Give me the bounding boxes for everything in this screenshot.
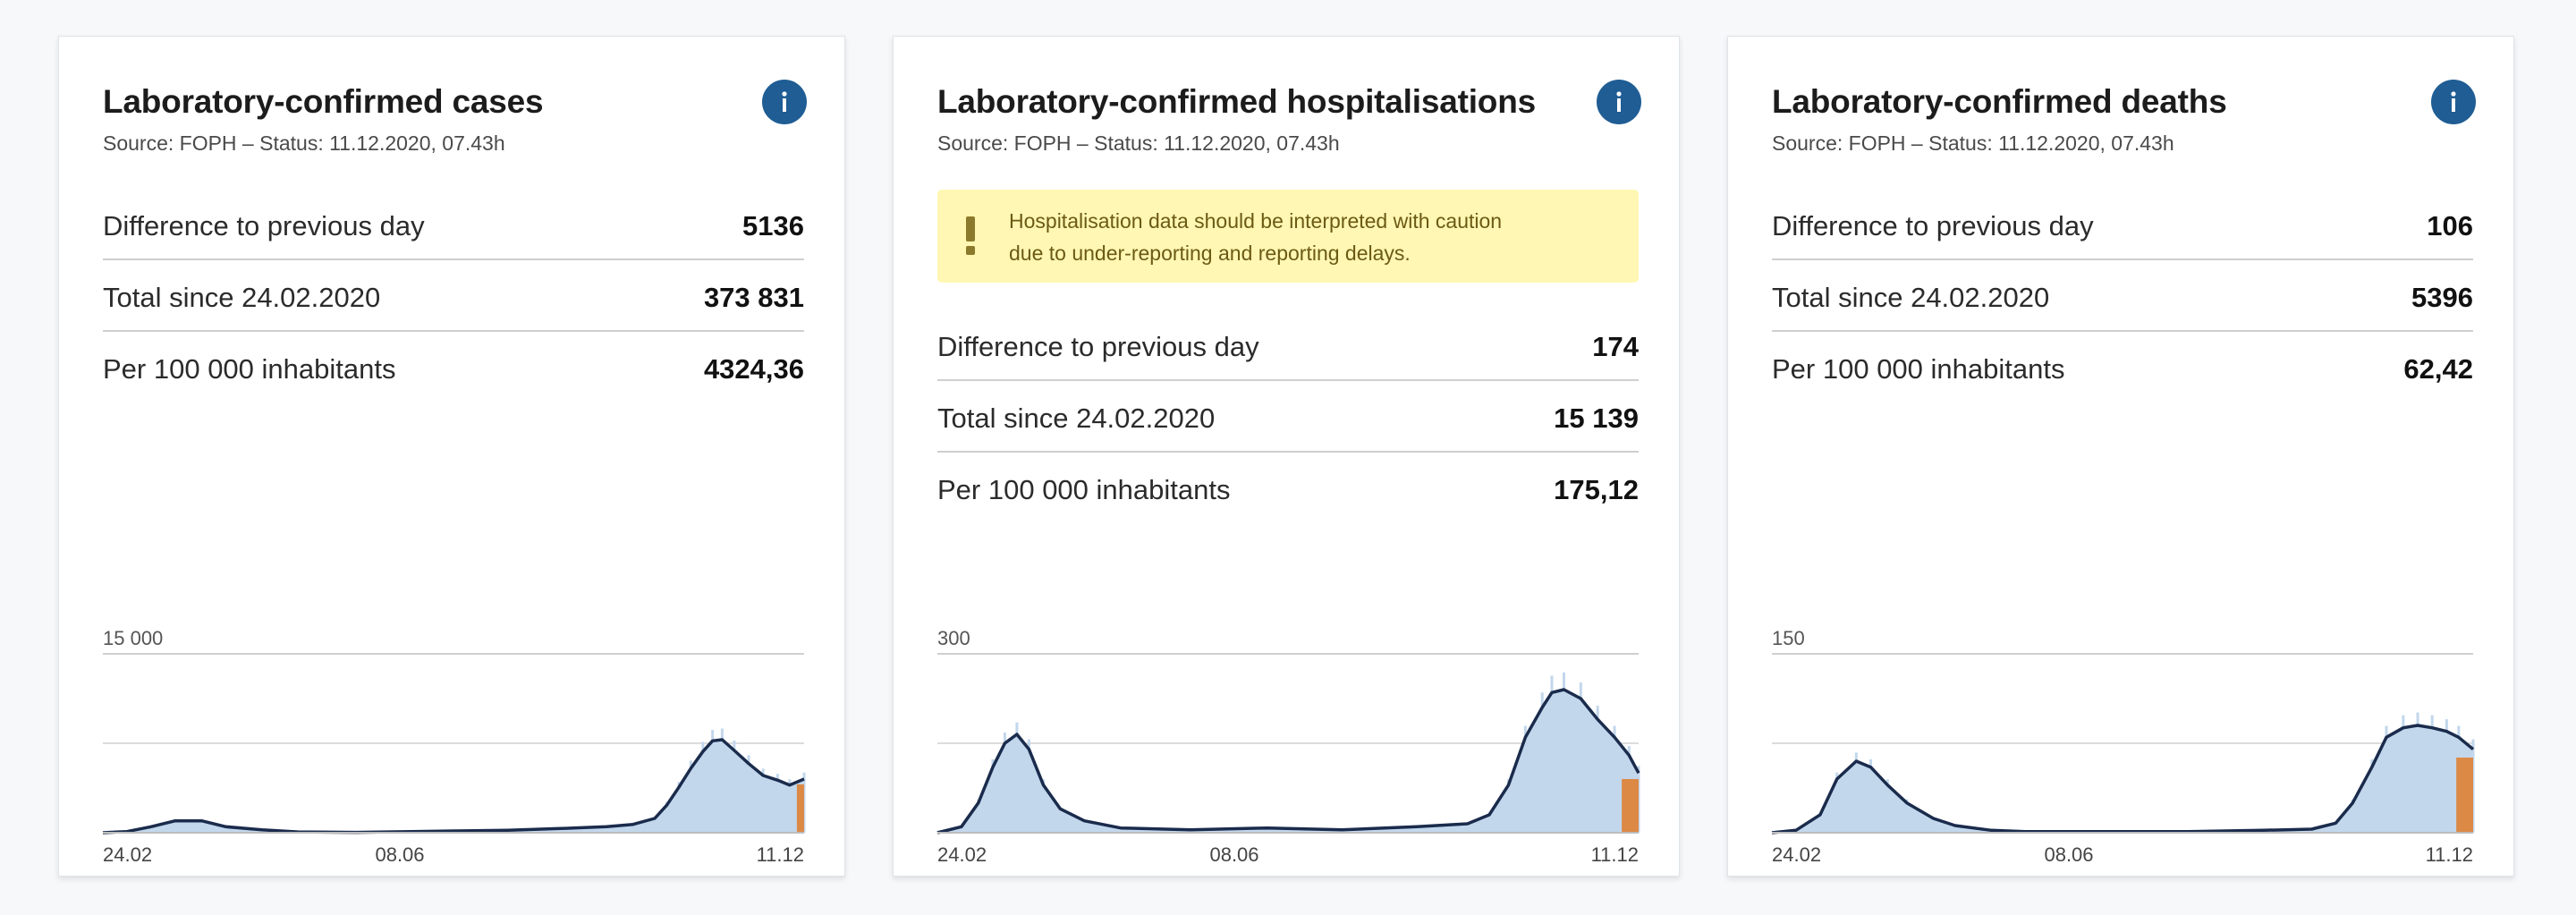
- info-icon: [2451, 91, 2456, 112]
- exclamation-icon: [966, 216, 975, 255]
- stat-value: 175,12: [1554, 474, 1639, 505]
- x-tick-label: 24.02: [937, 843, 987, 866]
- stat-row-per-100000: Per 100 000 inhabitants 4324,36: [103, 334, 804, 403]
- stat-value: 4324,36: [703, 353, 804, 385]
- info-button[interactable]: [1597, 80, 1641, 124]
- x-tick-label: 11.12: [1591, 843, 1639, 866]
- stat-value: 15 139: [1554, 402, 1639, 434]
- card-title: Laboratory-confirmed deaths: [1772, 83, 2227, 120]
- stat-row-per-100000: Per 100 000 inhabitants 62,42: [1772, 334, 2473, 403]
- rolling-average-line: [936, 688, 1640, 835]
- y-tick-label: 300: [937, 627, 970, 649]
- stat-value: 174: [1592, 331, 1639, 362]
- stat-row-per-100000: Per 100 000 inhabitants 175,12: [937, 454, 1639, 524]
- x-tick-label: 11.12: [2426, 843, 2473, 866]
- deaths-card: Laboratory-confirmed deaths Source: FOPH…: [1727, 36, 2514, 877]
- stat-row-total: Total since 24.02.2020 15 139: [937, 383, 1639, 453]
- provisional-bars: [2456, 758, 2473, 833]
- warning-text: Hospitalisation data should be interpret…: [1009, 205, 1617, 269]
- warning-line: due to under-reporting and reporting del…: [1009, 241, 1411, 265]
- daily-bars: [1772, 725, 2473, 833]
- provisional-bars: [1622, 779, 1639, 833]
- warning-line: Hospitalisation data should be interpret…: [1009, 209, 1503, 233]
- y-tick-label: 150: [1772, 627, 1805, 649]
- stat-row-difference: Difference to previous day 5136: [103, 191, 804, 260]
- stat-row-total: Total since 24.02.2020 373 831: [103, 262, 804, 332]
- stat-value: 5136: [742, 210, 804, 241]
- y-tick-label: 15 000: [103, 627, 163, 649]
- x-tick-label: 08.06: [1209, 843, 1258, 866]
- hospitalisations-card: Laboratory-confirmed hospitalisations So…: [893, 36, 1680, 877]
- stat-label: Total since 24.02.2020: [103, 282, 381, 313]
- info-button[interactable]: [2431, 80, 2476, 124]
- stat-label: Difference to previous day: [103, 210, 425, 241]
- stat-label: Difference to previous day: [1772, 210, 2094, 241]
- stat-value: 373 831: [703, 282, 804, 313]
- stat-label: Total since 24.02.2020: [1772, 282, 2050, 313]
- info-icon: [1616, 91, 1622, 112]
- x-tick-label: 11.12: [757, 843, 804, 866]
- stat-row-total: Total since 24.02.2020 5396: [1772, 262, 2473, 332]
- stat-value: 106: [2427, 210, 2473, 241]
- stat-label: Per 100 000 inhabitants: [937, 474, 1231, 505]
- info-button[interactable]: [762, 80, 807, 124]
- x-tick-label: 08.06: [2044, 843, 2093, 866]
- card-title: Laboratory-confirmed cases: [103, 83, 544, 120]
- rolling-average-line: [1771, 724, 2475, 835]
- cases-card: Laboratory-confirmed cases Source: FOPH …: [58, 36, 845, 877]
- provisional-bars: [796, 784, 804, 833]
- stat-row-difference: Difference to previous day 174: [937, 311, 1639, 381]
- rolling-average-line: [102, 738, 805, 835]
- card-source: Source: FOPH – Status: 11.12.2020, 07.43…: [103, 131, 505, 155]
- info-icon: [782, 91, 787, 112]
- card-title: Laboratory-confirmed hospitalisations: [937, 83, 1536, 120]
- cases-chart: 15 000 24.02 08.06 11.12: [102, 627, 806, 866]
- deaths-chart: 150 24.02 08.06 11.12: [1771, 627, 2475, 866]
- x-tick-label: 24.02: [1772, 843, 1821, 866]
- hospitalisations-chart: 300 24.02 08.06 11.12: [936, 627, 1640, 866]
- stat-label: Difference to previous day: [937, 331, 1259, 362]
- card-source: Source: FOPH – Status: 11.12.2020, 07.43…: [1772, 131, 2174, 155]
- x-tick-label: 24.02: [103, 843, 152, 866]
- stat-row-difference: Difference to previous day 106: [1772, 191, 2473, 260]
- stat-value: 62,42: [2403, 353, 2473, 385]
- stat-label: Per 100 000 inhabitants: [1772, 353, 2065, 385]
- stat-value: 5396: [2411, 282, 2473, 313]
- stat-label: Per 100 000 inhabitants: [103, 353, 396, 385]
- card-source: Source: FOPH – Status: 11.12.2020, 07.43…: [937, 131, 1340, 155]
- x-tick-label: 08.06: [375, 843, 424, 866]
- stat-label: Total since 24.02.2020: [937, 402, 1216, 434]
- warning-banner: Hospitalisation data should be interpret…: [937, 190, 1639, 283]
- daily-bars: [103, 740, 804, 833]
- daily-bars: [937, 690, 1639, 833]
